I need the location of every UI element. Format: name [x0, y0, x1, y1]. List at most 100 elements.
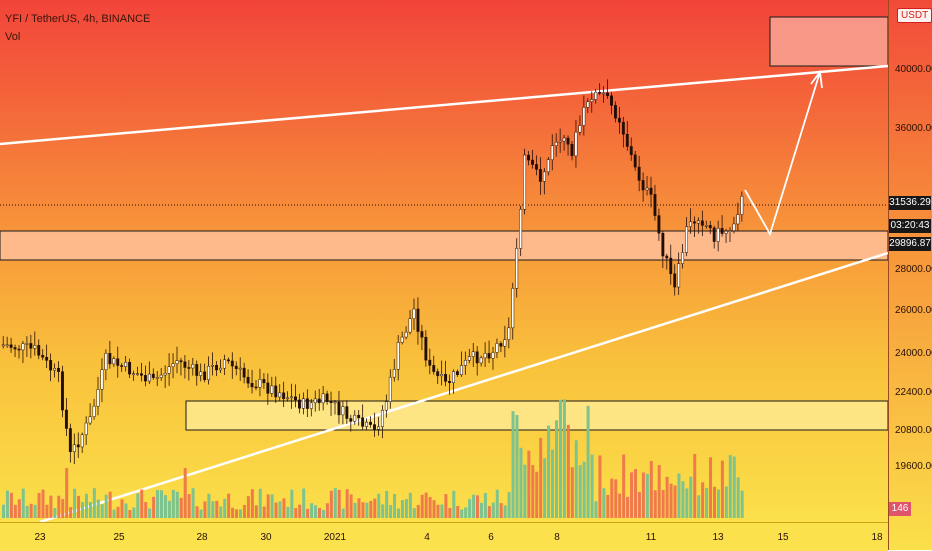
volume-bar [310, 503, 314, 518]
volume-bar [171, 489, 175, 518]
volume-bar [223, 498, 227, 518]
volume-bar [404, 499, 408, 518]
candle-body [677, 263, 681, 288]
volume-layer [2, 399, 744, 518]
time-axis[interactable] [0, 522, 888, 551]
volume-bar [535, 471, 539, 518]
volume-bar [566, 424, 570, 518]
candle-body [108, 353, 112, 365]
time-tick: 28 [196, 532, 208, 543]
candle-body [25, 343, 29, 345]
candle-body [49, 360, 53, 371]
candle-body [116, 358, 120, 366]
candle-body [274, 385, 278, 398]
candle-body [254, 386, 258, 389]
volume-indicator-label[interactable]: Vol [5, 31, 21, 43]
volume-bar [598, 455, 602, 518]
volume-bar [290, 489, 294, 518]
candle-body [286, 397, 290, 400]
candle-body [633, 154, 637, 168]
volume-bar [515, 415, 519, 518]
candle-body [5, 344, 9, 347]
volume-bar [555, 420, 558, 518]
volume-bar [397, 508, 400, 518]
volume-bar [468, 499, 472, 518]
candle-body [290, 396, 294, 399]
candle-body [388, 376, 392, 402]
candle-body [657, 215, 661, 234]
volume-bar [523, 464, 527, 518]
candle-body [475, 351, 479, 364]
volume-bar [207, 493, 211, 518]
candle-body [329, 401, 333, 403]
candle-body [661, 232, 665, 257]
time-tick: 8 [554, 532, 560, 543]
candle-body [112, 358, 116, 365]
candle-body [696, 220, 700, 224]
volume-bar [57, 495, 61, 518]
volume-bar [705, 487, 709, 518]
candle-body [519, 209, 523, 249]
volume-bar [242, 504, 246, 518]
volume-bar [539, 437, 543, 518]
volume-bar [211, 501, 215, 518]
candle-body [203, 371, 207, 381]
candle-body [147, 373, 151, 382]
price-tick: 24000.00 [895, 348, 932, 359]
candle-body [740, 195, 744, 215]
candle-body [250, 383, 254, 388]
candle-body [175, 360, 179, 364]
candle-body [574, 131, 578, 157]
candle-body [641, 180, 645, 191]
volume-bar [199, 509, 203, 518]
volume-bar [476, 495, 479, 518]
candle-body [602, 92, 606, 95]
volume-bar [96, 499, 100, 518]
candle-body [617, 117, 621, 123]
currency-button[interactable]: USDT [897, 8, 932, 23]
volume-bar [444, 494, 448, 518]
candle-body [448, 381, 452, 383]
volume-bar [389, 505, 393, 518]
candle-body [365, 421, 369, 427]
volume-bar [152, 496, 156, 518]
volume-bar [637, 491, 641, 518]
candle-body [720, 228, 724, 234]
volume-bar [17, 499, 21, 518]
volume-bar [432, 500, 436, 518]
volume-bar [227, 493, 231, 518]
last-price-tag: 31536.29 [889, 196, 931, 210]
candle-body [258, 379, 262, 388]
candle-body [353, 414, 357, 422]
candle-body [377, 426, 380, 430]
volume-bar [724, 486, 728, 518]
volume-bar [507, 492, 511, 518]
price-axis[interactable] [888, 0, 932, 550]
volume-bar [511, 411, 515, 518]
candle-body [511, 288, 515, 329]
candle-layer [1, 79, 744, 464]
volume-bar [314, 505, 318, 518]
volume-bar [274, 502, 278, 518]
volume-bar [689, 476, 693, 518]
volume-bar [88, 502, 92, 518]
volume-bar [298, 504, 302, 518]
volume-bar [377, 493, 381, 518]
volume-bar [365, 502, 369, 518]
candle-body [614, 105, 617, 119]
volume-bar [318, 507, 321, 518]
volume-bar [92, 488, 96, 518]
candle-body [226, 359, 230, 362]
volume-bar [333, 488, 337, 518]
candle-body [487, 353, 491, 359]
time-tick: 25 [113, 532, 125, 543]
volume-bar [558, 399, 562, 518]
volume-bar [345, 489, 349, 518]
time-tick: 15 [777, 532, 789, 543]
candle-body [523, 154, 527, 210]
symbol-title[interactable]: YFI / TetherUS, 4h, BINANCE [5, 13, 151, 25]
volume-bar [614, 479, 618, 518]
chart-area[interactable] [0, 0, 888, 522]
volume-bar [148, 508, 152, 518]
price-tick: 36000.00 [895, 123, 932, 134]
